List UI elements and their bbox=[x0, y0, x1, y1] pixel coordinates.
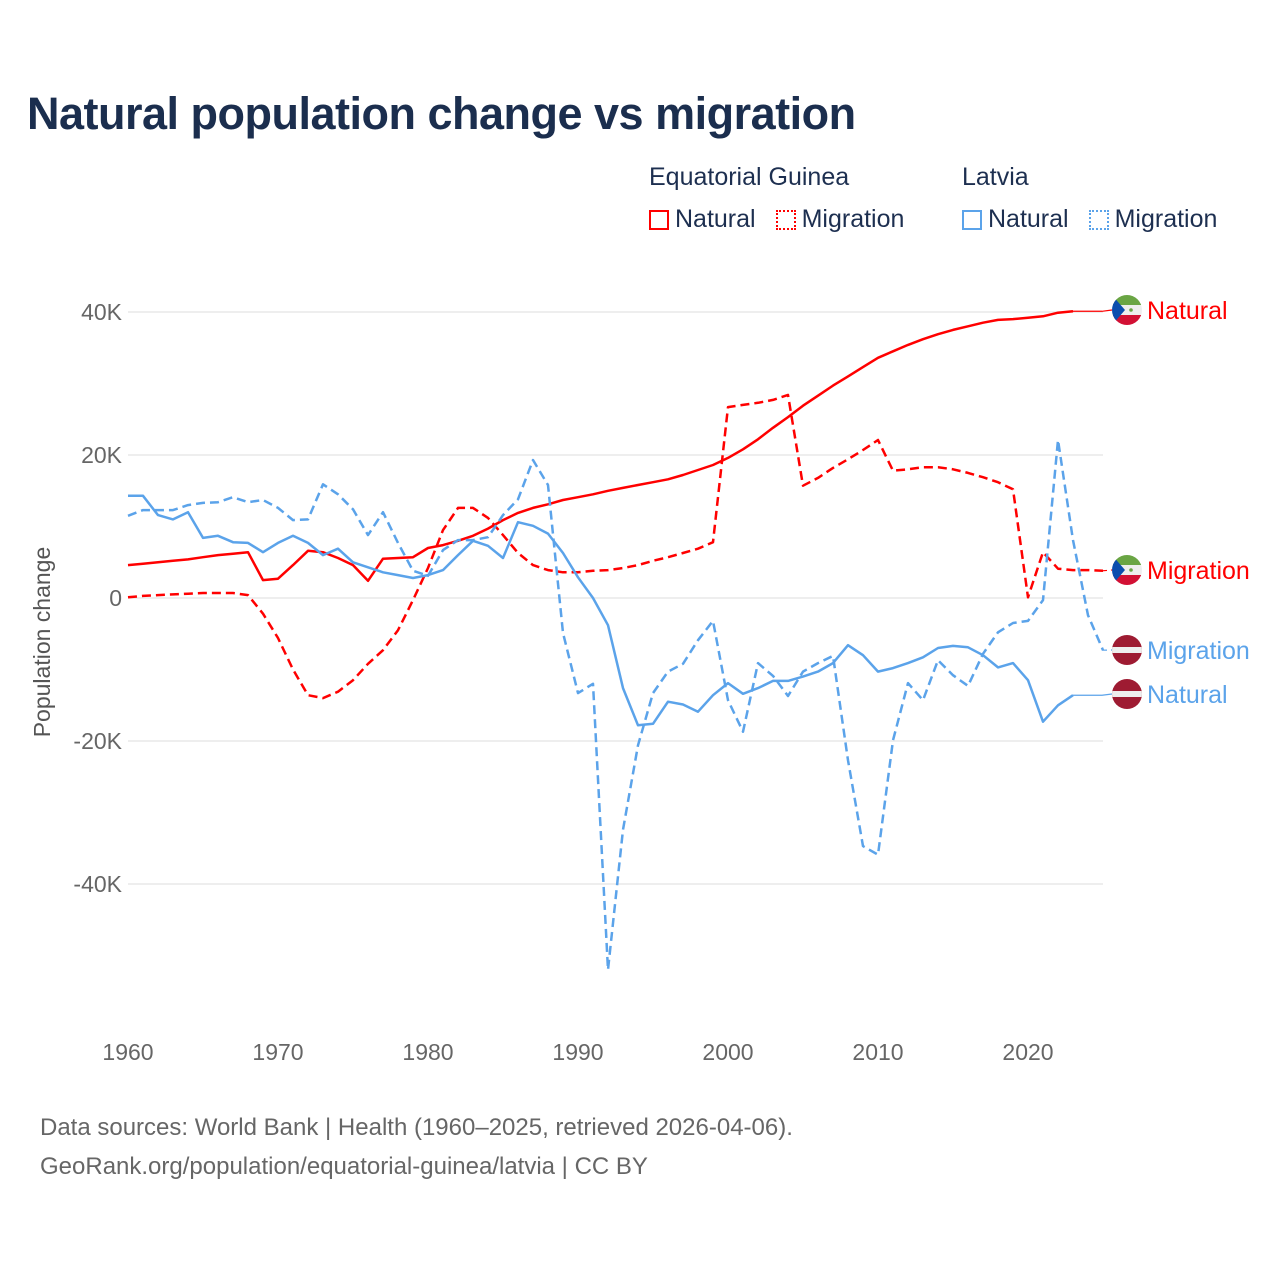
y-axis-label: Population change bbox=[29, 547, 55, 738]
legend-label: Natural bbox=[988, 205, 1069, 233]
y-tick-label: 20K bbox=[81, 442, 123, 468]
flag-stripe bbox=[1112, 575, 1142, 585]
label-connector-line bbox=[1073, 309, 1113, 312]
series-line-equatorial-guinea-natural bbox=[127, 310, 1074, 583]
latvia-flag-icon bbox=[1112, 635, 1142, 665]
x-tick-label: 2000 bbox=[702, 1039, 753, 1065]
flag-shape bbox=[1112, 679, 1142, 709]
x-tick-label: 2020 bbox=[1002, 1039, 1053, 1065]
x-tick-label: 1970 bbox=[252, 1039, 303, 1065]
series-end-label: Natural bbox=[1147, 297, 1228, 325]
flag-stripe bbox=[1112, 565, 1142, 575]
flag-shape bbox=[1112, 555, 1142, 585]
flag-stripe bbox=[1112, 691, 1142, 697]
flag-stripe bbox=[1112, 315, 1142, 325]
series-lines bbox=[127, 309, 1113, 972]
y-tick-label: 40K bbox=[81, 299, 123, 325]
flag-shape bbox=[1112, 295, 1142, 325]
source-link[interactable]: GeoRank.org/population/equatorial-guinea… bbox=[40, 1153, 648, 1180]
legend-item-eq-migration[interactable]: Migration bbox=[775, 205, 905, 234]
x-tick-label: 2010 bbox=[852, 1039, 903, 1065]
gridlines bbox=[128, 311, 1103, 885]
legend-swatch-solid-icon bbox=[649, 209, 669, 230]
legend-swatch-dotted-icon bbox=[775, 209, 796, 230]
x-axis-ticks: 1960 1970 1980 1990 2000 2010 2020 bbox=[102, 1039, 1053, 1065]
legend-item-lv-migration[interactable]: Migration bbox=[1088, 205, 1218, 234]
series-end-label: Migration bbox=[1147, 637, 1250, 665]
flag-shape bbox=[1112, 635, 1142, 665]
flag-triangle bbox=[1112, 295, 1125, 325]
footer: Data sources: World Bank | Health (1960–… bbox=[40, 1108, 793, 1186]
equatorial-guinea-flag-icon bbox=[1112, 295, 1142, 325]
series-end-label: Natural bbox=[1147, 681, 1228, 709]
legend-group-latvia: Latvia Natural Migration bbox=[962, 163, 1217, 234]
series-end-label: Migration bbox=[1147, 557, 1250, 585]
flag-emblem bbox=[1129, 568, 1133, 572]
legend-swatch-dotted-icon bbox=[1088, 209, 1109, 230]
y-axis-ticks: 40K 20K 0 -20K -40K bbox=[73, 299, 122, 897]
y-tick-label: 0 bbox=[109, 585, 122, 611]
label-connector-line bbox=[1073, 693, 1113, 696]
x-tick-label: 1980 bbox=[402, 1039, 453, 1065]
series-line-equatorial-guinea-migration bbox=[127, 393, 1104, 700]
flag-emblem bbox=[1129, 308, 1133, 312]
flag-stripe bbox=[1112, 295, 1142, 305]
legend-swatch-solid-icon bbox=[962, 209, 982, 230]
flag-stripe bbox=[1112, 647, 1142, 653]
legend-group-name: Latvia bbox=[962, 163, 1029, 191]
series-line-latvia-migration bbox=[127, 438, 1105, 972]
legend-label: Migration bbox=[1114, 205, 1218, 233]
legend-label: Migration bbox=[801, 205, 905, 233]
x-tick-label: 1990 bbox=[552, 1039, 603, 1065]
legend-item-eq-natural[interactable]: Natural bbox=[649, 205, 756, 234]
x-tick-label: 1960 bbox=[102, 1039, 153, 1065]
series-end-labels: Natural Migration Natural Migration bbox=[1112, 295, 1250, 709]
legend-group-name: Equatorial Guinea bbox=[649, 163, 850, 191]
flag-stripe bbox=[1112, 555, 1142, 565]
legend-group-equatorial-guinea: Equatorial Guinea Natural Migration bbox=[649, 163, 904, 234]
chart-title: Natural population change vs migration bbox=[27, 88, 856, 139]
flag-stripe bbox=[1112, 305, 1142, 315]
series-line-latvia-natural bbox=[128, 494, 1074, 727]
data-source-text: Data sources: World Bank | Health (1960–… bbox=[40, 1114, 793, 1141]
legend-item-lv-natural[interactable]: Natural bbox=[962, 205, 1069, 234]
label-connector-line bbox=[1101, 569, 1113, 572]
latvia-flag-icon bbox=[1112, 679, 1142, 709]
y-tick-label: -20K bbox=[73, 728, 122, 754]
equatorial-guinea-flag-icon bbox=[1112, 555, 1142, 585]
legend-label: Natural bbox=[675, 205, 756, 233]
flag-triangle bbox=[1112, 555, 1125, 585]
y-tick-label: -40K bbox=[73, 871, 122, 897]
